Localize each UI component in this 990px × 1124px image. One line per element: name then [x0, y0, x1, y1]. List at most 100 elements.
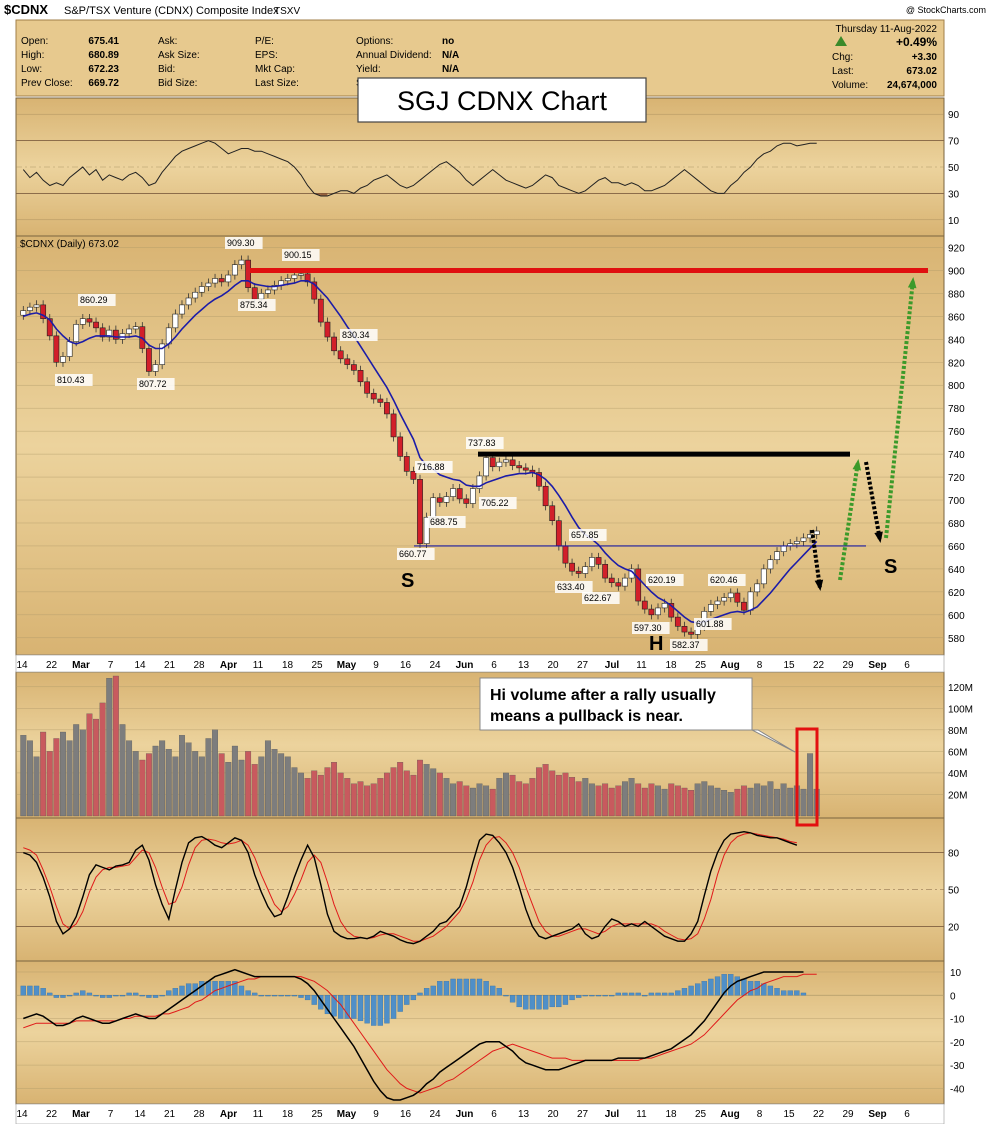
candle-body [562, 545, 569, 564]
candle-body [331, 336, 337, 352]
rsi-tick-label: 30 [948, 189, 960, 200]
volume-bar [436, 772, 443, 817]
volume-bar [668, 783, 675, 817]
stat-value: 669.72 [88, 78, 119, 89]
volume-bar [741, 785, 747, 817]
candle-body [602, 564, 609, 579]
price-label-bg [555, 581, 593, 593]
volume-bar [198, 756, 205, 817]
volume-bar [185, 742, 192, 817]
price-tick-label: 780 [948, 404, 965, 415]
date-tick-label: 14 [134, 660, 146, 671]
volume-bar [271, 749, 278, 817]
price-tick-label: 920 [948, 243, 965, 254]
right-stat-value: +3.30 [912, 52, 938, 63]
macd-histogram-bar [80, 990, 86, 996]
right-stat-value: 673.02 [906, 66, 937, 77]
volume-tick-label: 120M [948, 683, 973, 694]
right-stat-label: Last: [832, 66, 854, 77]
macd-histogram-bar [238, 985, 245, 996]
option-label: Annual Dividend: [356, 50, 432, 61]
candle-body [615, 582, 622, 587]
macd-histogram-bar [371, 995, 377, 1026]
volume-bar [489, 788, 496, 817]
price-tick-label: 600 [948, 611, 965, 622]
volume-bar [681, 787, 688, 817]
volume-bar [317, 774, 324, 817]
macd-histogram-bar [377, 995, 383, 1026]
up-triangle-icon [835, 36, 847, 46]
volume-bar [86, 713, 93, 817]
date-axis-date1 [15, 654, 945, 673]
volume-bar [674, 785, 681, 817]
candle-body [549, 505, 556, 521]
rsi-line [22, 140, 817, 197]
date-tick-label: 22 [813, 1109, 825, 1120]
date-tick-label: Apr [220, 1109, 237, 1120]
volume-bar [754, 783, 761, 817]
macd-histogram-bar [27, 985, 33, 996]
volume-bar [152, 745, 159, 817]
volume-bar [694, 783, 701, 817]
shoulder-left-label: S [401, 570, 414, 592]
volume-bar [383, 772, 390, 817]
candle-body [536, 472, 542, 487]
volume-tick-label: 100M [948, 704, 973, 715]
rsi-tick-label: 90 [948, 110, 960, 121]
macd-histogram-bar [40, 988, 46, 996]
macd-histogram-bar [106, 995, 112, 998]
macd-histogram-bar [668, 992, 674, 996]
volume-bar [615, 785, 622, 817]
macd-histogram-bar [351, 995, 357, 1019]
volume-bar [331, 762, 337, 817]
macd-histogram-bar [714, 976, 721, 996]
price-label: 900.15 [284, 250, 312, 260]
macd-histogram-bar [344, 995, 350, 1019]
option-label: Yield: [356, 64, 381, 75]
macd-histogram-bar [86, 992, 93, 996]
volume-bar [450, 783, 457, 817]
date-tick-label: Mar [72, 1109, 90, 1120]
volume-bar [145, 753, 152, 817]
volume-bar [635, 783, 642, 817]
date-tick-label: 13 [518, 660, 530, 671]
candle-body [40, 304, 47, 319]
candle-body [496, 461, 503, 468]
price-tick-label: 840 [948, 335, 965, 346]
candle-body [522, 467, 529, 471]
candle-body [364, 381, 371, 394]
price-tick-label: 860 [948, 312, 965, 323]
volume-bar [205, 738, 212, 817]
date-tick-label: 20 [547, 660, 559, 671]
volume-bar [112, 675, 119, 817]
candle-body [271, 285, 278, 291]
date-tick-label: Jul [605, 1109, 620, 1120]
volume-bar [350, 783, 357, 817]
arrow-down-2 [864, 461, 882, 541]
price-label-bg [479, 497, 517, 509]
candle-body [238, 259, 245, 265]
volume-bar [397, 762, 404, 817]
candle-body [483, 457, 490, 477]
volume-bar [132, 751, 139, 817]
macd-histogram-bar [364, 995, 370, 1024]
date-tick-label: 18 [282, 660, 294, 671]
option-value: no [442, 36, 454, 47]
volume-bar [456, 781, 463, 817]
macd-histogram-bar [133, 992, 139, 996]
volume-bar [119, 724, 126, 817]
macd-histogram-bar [265, 995, 271, 997]
macd-histogram-bar [159, 995, 165, 997]
price-label: 810.43 [57, 375, 85, 385]
date-tick-label: 21 [164, 660, 176, 671]
candle-body [674, 616, 681, 627]
candle-body [93, 321, 99, 329]
bid-label: Bid: [158, 64, 175, 75]
candle-body [390, 413, 397, 438]
candle-body [53, 335, 60, 363]
macd-histogram-bar [304, 995, 311, 1001]
index-name: S&P/TSX Venture (CDNX) Composite Index [64, 5, 279, 17]
candle-body [569, 562, 575, 572]
volume-bar [278, 753, 285, 817]
price-label: 716.88 [417, 462, 445, 472]
